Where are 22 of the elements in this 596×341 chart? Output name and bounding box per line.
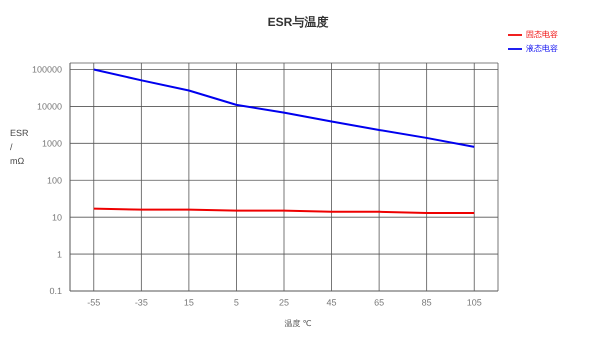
y-tick-label: 10000 (36, 102, 62, 112)
legend-label: 液态电容 (526, 44, 558, 54)
y-tick-label: 10 (52, 212, 62, 222)
x-tick-label: 25 (278, 297, 290, 308)
x-tick-label: 15 (184, 297, 194, 308)
y-tick-label: 100 (46, 175, 62, 186)
chart-title: ESR与温度 (266, 14, 330, 31)
x-tick-label: 65 (374, 297, 384, 308)
y-tick-label: 1 (56, 249, 62, 260)
line-series (92, 68, 476, 148)
x-tick-label: -35 (134, 297, 148, 308)
legend-label: 固态电容 (526, 30, 558, 40)
x-tick-label: 5 (234, 297, 239, 308)
x-tick-label: 105 (466, 297, 482, 308)
y-axis-title: ESR / mΩ (10, 127, 29, 168)
x-axis-title: 温度 ℃ (283, 318, 313, 329)
x-tick-label: -55 (87, 297, 100, 308)
y-tick-label: 1000 (42, 138, 62, 149)
y-tick-label: 0.1 (49, 286, 62, 296)
x-tick-label: 85 (422, 297, 432, 308)
y-tick-label: 100000 (32, 64, 62, 75)
x-tick-label: 45 (326, 297, 337, 308)
